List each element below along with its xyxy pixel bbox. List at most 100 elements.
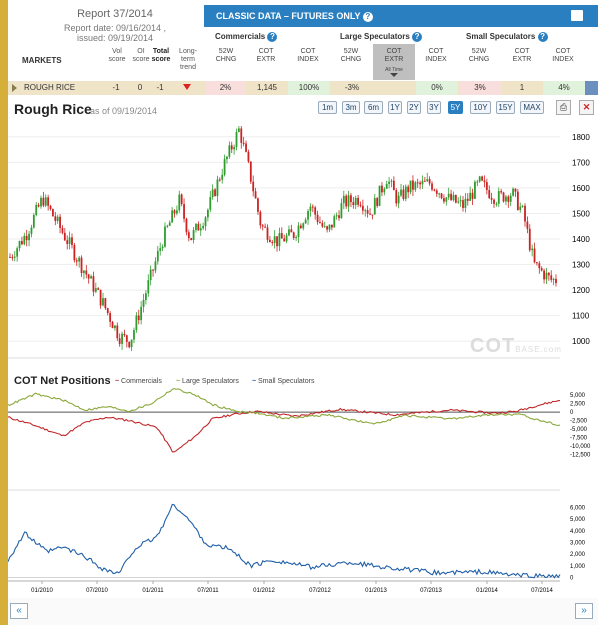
- price-candle: [111, 321, 114, 329]
- price-candle: [512, 188, 514, 196]
- price-candle: [142, 300, 145, 307]
- help-icon[interactable]: ?: [537, 32, 548, 42]
- price-candle: [87, 274, 90, 279]
- price-candle: [261, 225, 264, 227]
- price-candle: [547, 272, 550, 276]
- comm-52w-header[interactable]: 52W CHNG: [215, 48, 237, 63]
- range-button-5y[interactable]: 5Y: [448, 101, 463, 114]
- price-candle: [118, 338, 121, 344]
- price-candle: [40, 197, 42, 207]
- small-extr-header[interactable]: COT EXTR: [512, 48, 532, 63]
- net-tick-label: -5,000: [570, 427, 588, 433]
- cotbase-watermark: COTBASE.com: [470, 335, 562, 358]
- price-tick-label: 1000: [572, 337, 590, 346]
- price-candle: [366, 210, 369, 214]
- help-icon[interactable]: ?: [267, 32, 278, 42]
- legend-large-speculators[interactable]: ~ Large Speculators: [176, 378, 239, 385]
- row-nav-down-icon[interactable]: [585, 81, 598, 95]
- price-candle: [30, 227, 33, 234]
- price-candle: [421, 180, 424, 185]
- comm-index-header[interactable]: COT INDEX: [297, 48, 319, 63]
- price-candle: [166, 225, 169, 227]
- price-candle: [204, 217, 207, 227]
- price-candle: [509, 195, 512, 202]
- legend-commercials[interactable]: ~ Commercials: [115, 378, 162, 385]
- price-candle: [249, 161, 252, 182]
- price-candle: [330, 224, 333, 228]
- small-52w-chng: 3%: [459, 81, 501, 95]
- price-candle: [71, 237, 73, 245]
- price-candle: [350, 195, 352, 203]
- price-candle: [180, 194, 183, 205]
- large-index-header[interactable]: COT INDEX: [425, 48, 447, 63]
- small-52w-header[interactable]: 52W CHNG: [468, 48, 490, 63]
- price-candle: [357, 197, 360, 205]
- scroll-left-button[interactable]: «: [10, 603, 28, 619]
- expand-arrow-icon[interactable]: [12, 84, 17, 92]
- close-chart-icon[interactable]: ✕: [579, 100, 594, 115]
- price-candle: [104, 298, 107, 309]
- price-candle: [35, 204, 38, 215]
- large-cot-index: 0%: [416, 81, 458, 95]
- comm-cot-index: 100%: [288, 81, 330, 95]
- price-candle: [133, 330, 135, 340]
- price-candle: [221, 174, 224, 180]
- legend-commercials-swatch: ~: [115, 378, 120, 385]
- comm-extr-header[interactable]: COT EXTR: [256, 48, 276, 63]
- legend-large-label: Large Speculators: [182, 378, 239, 385]
- range-button-2y[interactable]: 2Y: [407, 101, 421, 114]
- price-candle: [419, 182, 421, 185]
- vol-score-header[interactable]: Vol score: [108, 48, 126, 63]
- printer-icon[interactable]: [571, 10, 583, 21]
- price-candle: [97, 288, 100, 290]
- small-index-header[interactable]: COT INDEX: [552, 48, 574, 63]
- range-button-3m[interactable]: 3m: [342, 101, 360, 114]
- price-candle: [233, 147, 236, 150]
- legend-small-speculators[interactable]: ~ Small Speculators: [252, 378, 314, 385]
- range-button-1y[interactable]: 1Y: [388, 101, 402, 114]
- price-candle: [114, 325, 116, 329]
- band-title-text: CLASSIC DATA – FUTURES ONLY: [216, 11, 361, 21]
- small-cot-index: 4%: [543, 81, 585, 95]
- range-button-15y[interactable]: 15Y: [496, 101, 515, 114]
- range-button-6m[interactable]: 6m: [364, 101, 383, 114]
- price-candle: [371, 214, 374, 216]
- price-candle: [211, 189, 214, 198]
- help-icon[interactable]: ?: [412, 32, 423, 42]
- price-candle: [9, 256, 11, 258]
- scroll-right-button[interactable]: »: [575, 603, 593, 619]
- price-candle: [164, 226, 166, 247]
- range-button-max[interactable]: MAX: [520, 101, 544, 114]
- small-cot-extr: 1: [519, 83, 525, 92]
- price-candle: [483, 180, 486, 183]
- price-candle: [223, 159, 226, 175]
- dropdown-arrow-icon[interactable]: [390, 73, 398, 77]
- price-candle: [316, 214, 319, 223]
- price-candle: [183, 204, 185, 219]
- help-icon[interactable]: ?: [362, 11, 373, 22]
- x-tick-label: 07/2014: [531, 588, 553, 594]
- price-candle: [252, 181, 255, 192]
- price-candle: [254, 191, 257, 199]
- market-name[interactable]: ROUGH RICE: [24, 83, 76, 92]
- trend-header[interactable]: Long- term trend: [179, 48, 197, 71]
- price-candle: [443, 198, 445, 202]
- price-candle: [531, 248, 534, 251]
- range-button-3y[interactable]: 3Y: [427, 101, 441, 114]
- total-score-header[interactable]: Total score: [151, 48, 171, 63]
- print-chart-icon[interactable]: ⎙: [556, 100, 571, 115]
- oi-score-header[interactable]: OI score: [132, 48, 150, 63]
- range-button-10y[interactable]: 10Y: [470, 101, 491, 114]
- legend-commercials-label: Commercials: [121, 378, 162, 385]
- large-extr-header[interactable]: COT EXTR: [384, 48, 404, 63]
- price-candle: [474, 181, 476, 199]
- range-button-1m[interactable]: 1m: [318, 101, 337, 114]
- price-tick-label: 1400: [572, 235, 590, 244]
- large-52w-header[interactable]: 52W CHNG: [340, 48, 362, 63]
- price-candle: [266, 227, 269, 240]
- price-candle: [80, 257, 83, 274]
- price-candle: [73, 244, 76, 261]
- price-candle: [32, 214, 35, 228]
- price-candle: [292, 232, 295, 238]
- report-issued: issued: 09/19/2014: [76, 33, 154, 43]
